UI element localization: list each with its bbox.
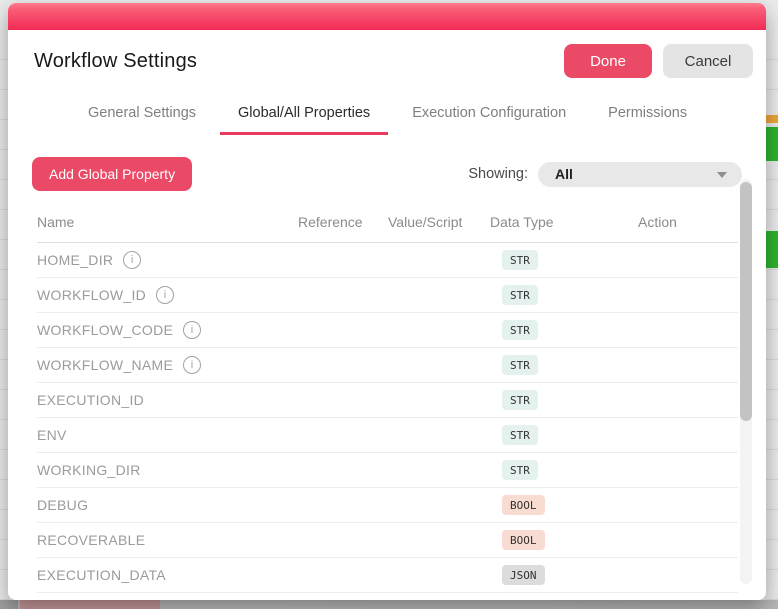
data-type-badge: STR [502, 460, 538, 480]
showing-label: Showing: [468, 166, 528, 182]
table-row: WORKING_DIR STR [37, 453, 738, 488]
info-icon[interactable] [183, 356, 202, 374]
column-header-data-type: Data Type [490, 214, 554, 230]
data-type-badge: STR [502, 250, 538, 270]
modal-accent-bar [8, 3, 766, 30]
backdrop-left-strip [0, 30, 9, 600]
property-name-cell: WORKING_DIR [37, 462, 298, 478]
property-name-cell: WORKFLOW_NAME [37, 356, 298, 374]
tab-general-settings[interactable]: General Settings [88, 105, 197, 121]
page-title: Workflow Settings [34, 49, 198, 72]
property-name-cell: EXECUTION_DATA [37, 567, 298, 583]
column-header-name: Name [37, 214, 75, 230]
data-type-cell: STR [490, 320, 638, 340]
property-name-cell: WORKFLOW_ID [37, 286, 298, 304]
table-row: HOME_DIR STR [37, 243, 738, 278]
property-name: EXECUTION_ID [37, 392, 145, 408]
property-name-cell: DEBUG [37, 497, 298, 513]
cancel-button[interactable]: Cancel [663, 44, 753, 78]
properties-table: Name Reference Value/Script Data Type Ac… [37, 202, 738, 593]
showing-dropdown-value: All [555, 166, 573, 182]
tab-global-all-properties[interactable]: Global/All Properties [220, 99, 389, 135]
data-type-cell: STR [490, 285, 638, 305]
data-type-badge: BOOL [502, 530, 545, 550]
table-row: WORKFLOW_ID STR [37, 278, 738, 313]
tab-execution-configuration[interactable]: Execution Configuration [412, 105, 567, 121]
table-body: HOME_DIR STR WORKFLOW_ID STR WORKFLOW_CO… [37, 243, 738, 593]
property-name: RECOVERABLE [37, 532, 146, 548]
table-row: RECOVERABLE BOOL [37, 523, 738, 558]
backdrop-green-fragment [766, 231, 778, 268]
property-name: WORKFLOW_CODE [37, 322, 174, 338]
property-name-cell: ENV [37, 427, 298, 443]
column-header-reference: Reference [298, 214, 363, 230]
property-name: WORKING_DIR [37, 462, 141, 478]
showing-dropdown[interactable]: All [538, 161, 742, 187]
showing-filter: Showing: All [468, 161, 742, 187]
properties-toolbar: Add Global Property Showing: All [32, 157, 742, 191]
chevron-down-icon [717, 171, 727, 178]
property-name-cell: WORKFLOW_CODE [37, 321, 298, 339]
table-row: DEBUG BOOL [37, 488, 738, 523]
table-row: EXECUTION_DATA JSON [37, 558, 738, 593]
info-icon[interactable] [123, 251, 142, 269]
property-name: WORKFLOW_ID [37, 287, 147, 303]
data-type-badge: STR [502, 390, 538, 410]
table-scrollbar-track[interactable] [740, 179, 752, 584]
data-type-badge: STR [502, 285, 538, 305]
data-type-badge: BOOL [502, 495, 545, 515]
property-name-cell: EXECUTION_ID [37, 392, 298, 408]
data-type-badge: JSON [502, 565, 545, 585]
data-type-cell: BOOL [490, 530, 638, 550]
workflow-settings-modal: Workflow Settings Done Cancel General Se… [8, 3, 766, 600]
tab-permissions[interactable]: Permissions [608, 105, 688, 121]
backdrop-pink-fragment [20, 600, 160, 609]
data-type-cell: STR [490, 425, 638, 445]
table-header: Name Reference Value/Script Data Type Ac… [37, 202, 738, 243]
data-type-badge: STR [502, 320, 538, 340]
table-row: EXECUTION_ID STR [37, 383, 738, 418]
tab-bar: General Settings Global/All Properties E… [70, 99, 766, 135]
info-icon[interactable] [156, 286, 175, 304]
add-global-property-button[interactable]: Add Global Property [32, 157, 193, 191]
table-scrollbar-thumb[interactable] [740, 182, 752, 421]
table-row: WORKFLOW_CODE STR [37, 313, 738, 348]
backdrop-orange-fragment [766, 115, 778, 123]
column-header-value-script: Value/Script [388, 214, 463, 230]
property-name: EXECUTION_DATA [37, 567, 166, 583]
data-type-cell: STR [490, 390, 638, 410]
data-type-badge: STR [502, 425, 538, 445]
data-type-cell: STR [490, 355, 638, 375]
property-name: ENV [37, 427, 67, 443]
modal-titlebar: Workflow Settings Done Cancel [34, 44, 753, 78]
backdrop-right-strip [766, 30, 778, 600]
table-row: WORKFLOW_NAME STR [37, 348, 738, 383]
data-type-cell: BOOL [490, 495, 638, 515]
backdrop-green-fragment [766, 127, 778, 161]
data-type-cell: JSON [490, 565, 638, 585]
data-type-cell: STR [490, 460, 638, 480]
data-type-badge: STR [502, 355, 538, 375]
done-button[interactable]: Done [564, 44, 652, 78]
info-icon[interactable] [183, 321, 202, 339]
property-name-cell: HOME_DIR [37, 251, 298, 269]
property-name: WORKFLOW_NAME [37, 357, 174, 373]
data-type-cell: STR [490, 250, 638, 270]
property-name-cell: RECOVERABLE [37, 532, 298, 548]
column-header-action: Action [638, 214, 677, 230]
property-name: HOME_DIR [37, 252, 114, 268]
table-row: ENV STR [37, 418, 738, 453]
backdrop-bottom-bar [0, 600, 778, 609]
property-name: DEBUG [37, 497, 89, 513]
